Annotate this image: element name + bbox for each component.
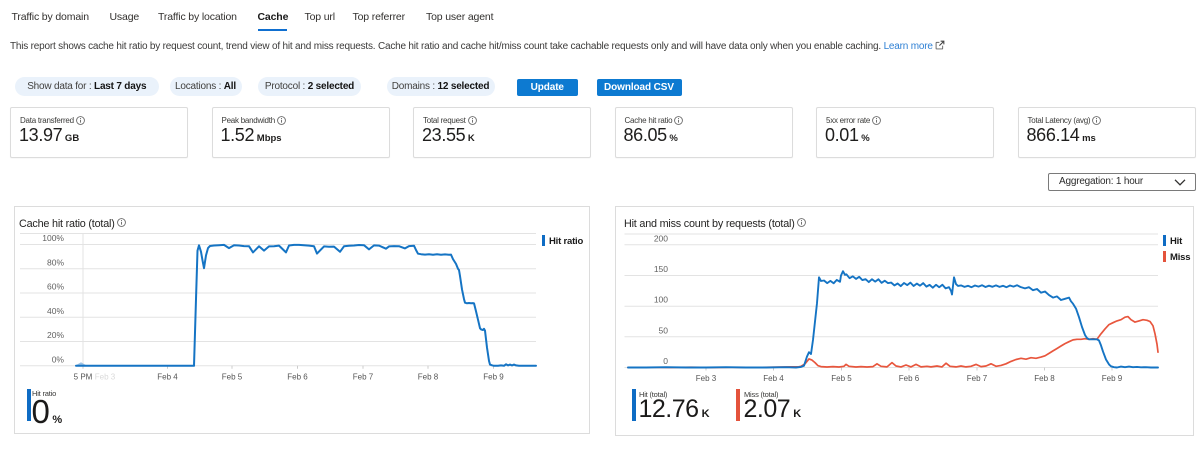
svg-text:Feb 4: Feb 4 [763,374,784,383]
svg-text:Feb 3: Feb 3 [95,373,116,382]
svg-text:Feb 5: Feb 5 [222,373,243,382]
svg-text:Feb 5: Feb 5 [831,374,852,383]
svg-text:Feb 6: Feb 6 [899,374,920,383]
svg-text:5 PM: 5 PM [74,373,93,382]
svg-text:Feb 9: Feb 9 [483,373,504,382]
svg-text:Feb 7: Feb 7 [967,374,988,383]
svg-text:50: 50 [659,325,669,335]
svg-text:Feb 7: Feb 7 [353,373,374,382]
svg-text:80%: 80% [47,257,64,267]
svg-text:60%: 60% [47,282,64,292]
svg-text:40%: 40% [47,306,64,316]
svg-text:0%: 0% [52,354,65,364]
svg-text:Feb 9: Feb 9 [1102,374,1123,383]
svg-text:Feb 4: Feb 4 [157,373,178,382]
svg-text:200: 200 [654,233,668,243]
svg-text:0: 0 [663,356,668,366]
svg-text:Feb 8: Feb 8 [1034,374,1055,383]
svg-text:150: 150 [654,264,668,274]
svg-text:100%: 100% [42,233,64,243]
svg-text:100: 100 [654,295,668,305]
svg-text:Feb 6: Feb 6 [287,373,308,382]
svg-text:Feb 3: Feb 3 [696,374,717,383]
svg-text:Feb 8: Feb 8 [418,373,439,382]
svg-text:20%: 20% [47,330,64,340]
